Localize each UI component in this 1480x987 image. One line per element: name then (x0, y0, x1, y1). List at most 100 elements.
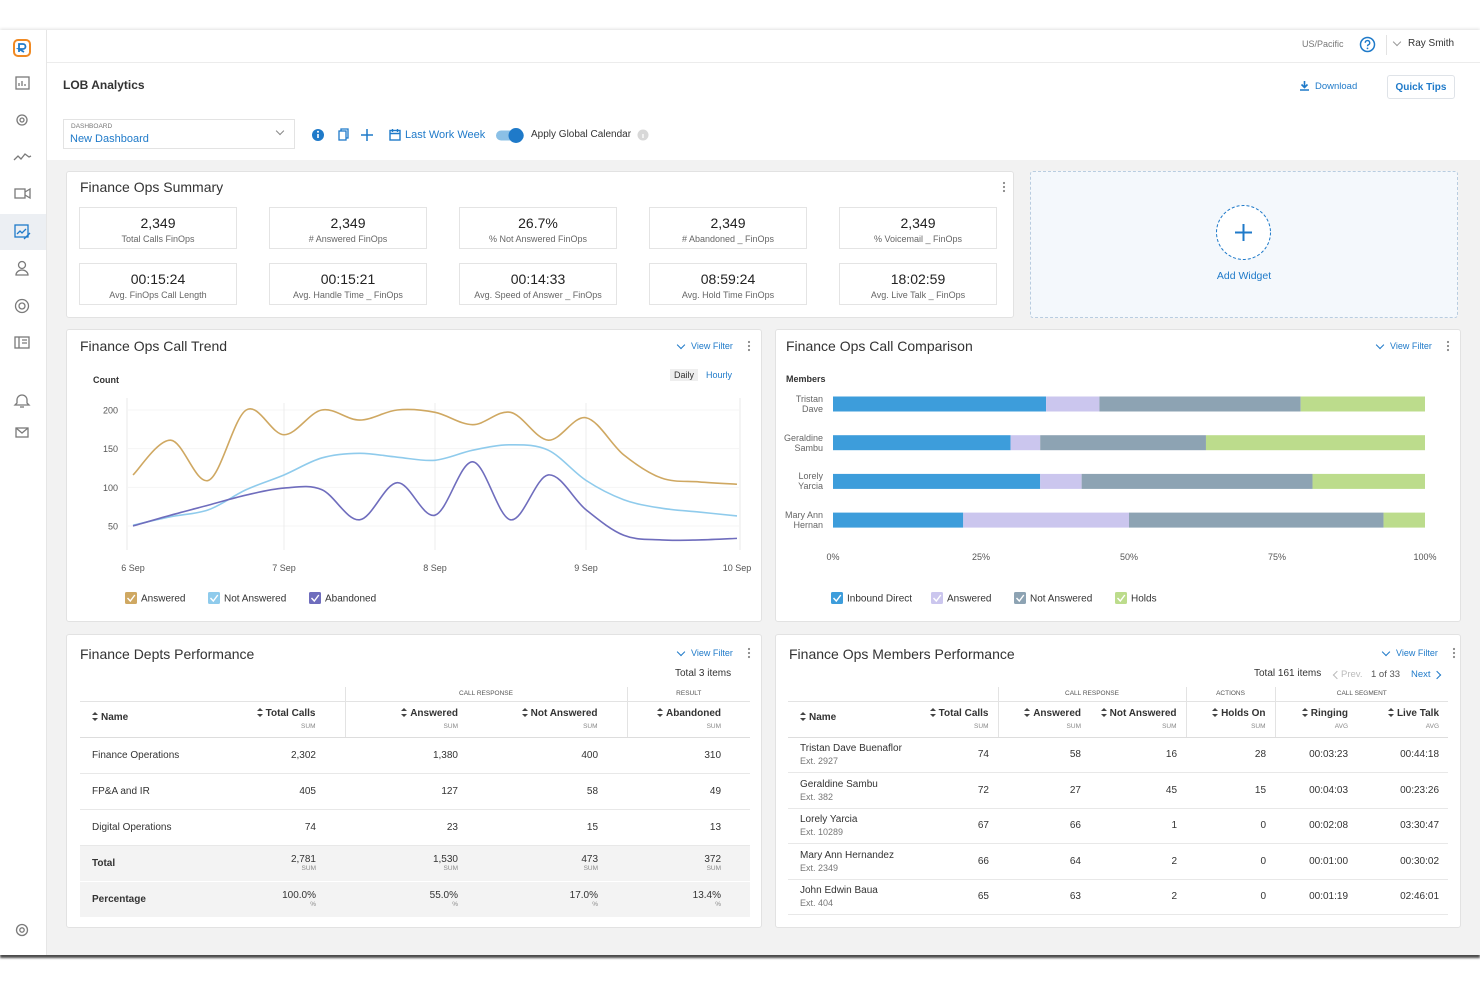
legend-swatch (125, 592, 137, 604)
kpi-value: 2,349 (900, 215, 936, 231)
more-menu[interactable] (1002, 181, 1006, 193)
series-line (132, 443, 738, 527)
cell: 00:01:00 (1275, 843, 1358, 880)
dot (1452, 655, 1456, 659)
column-header[interactable]: Abandoned SUM (626, 701, 751, 738)
column-group: ACTIONS (1185, 687, 1276, 702)
dashboard-select[interactable] (63, 119, 295, 149)
column-name: Not Answered (530, 708, 598, 719)
column-header[interactable]: Ringing AVG (1274, 701, 1358, 738)
calendar-icon[interactable] (389, 128, 401, 141)
nav-reports[interactable] (14, 336, 30, 349)
download-icon[interactable] (1299, 80, 1310, 92)
kpi-card: 2,349 # Abandoned _ FinOps (649, 207, 807, 249)
global-calendar-toggle[interactable] (495, 127, 527, 144)
row-ext: Ext. 404 (800, 898, 834, 909)
download-button[interactable]: Download (1315, 81, 1358, 92)
more-menu[interactable] (1446, 340, 1450, 352)
view-filter[interactable]: View Filter (1390, 341, 1432, 351)
granularity-option[interactable]: Daily (670, 369, 699, 381)
help-icon[interactable] (1359, 36, 1376, 53)
column-header[interactable]: Live Talk AVG (1357, 701, 1449, 738)
add-widget-icon[interactable] (1215, 204, 1272, 261)
summary-cell: 372 SUM (627, 845, 751, 882)
column-header[interactable]: Not Answered SUM (1090, 701, 1187, 738)
y-tick-label: 200 (103, 406, 118, 416)
column-header[interactable]: Name (788, 701, 905, 738)
nav-analytics[interactable] (15, 76, 30, 90)
cell: 0 (1186, 879, 1276, 915)
column-header[interactable]: Name (80, 701, 250, 738)
copy-button[interactable] (338, 128, 349, 141)
row-name: Lorely Yarcia (800, 814, 858, 826)
global-calendar-info[interactable] (637, 129, 649, 141)
nav-trends[interactable] (13, 153, 32, 161)
nav-dashboards[interactable] (14, 224, 31, 240)
legend-check (310, 594, 320, 603)
kpi-card: 00:15:21 Avg. Handle Time _ FinOps (269, 263, 427, 305)
add-widget-label[interactable]: Add Widget (1216, 270, 1272, 282)
nav-support[interactable] (14, 298, 30, 314)
date-range[interactable]: Last Work Week (405, 129, 486, 141)
summary-unit: % (592, 901, 599, 908)
column-agg: AVG (1425, 723, 1440, 730)
nav-settings[interactable] (16, 114, 28, 126)
column-header[interactable]: Not Answered SUM (487, 701, 628, 738)
summary-unit: % (715, 901, 722, 908)
nav-video[interactable] (14, 187, 31, 200)
summary-unit: % (452, 901, 458, 908)
summary-name: Percentage (80, 881, 250, 918)
kpi-card: 2,349 Total Calls FinOps (79, 207, 237, 249)
kpi-value: 26.7% (518, 215, 558, 231)
sort-icon (1212, 708, 1219, 717)
nav-alerts[interactable] (13, 394, 31, 408)
column-group: RESULT (626, 687, 751, 702)
name-cell: Geraldine Sambu Ext. 382 (788, 772, 905, 809)
column-agg: SUM (974, 723, 989, 730)
name-cell: Tristan Dave Buenaflor Ext. 2927 (788, 737, 905, 773)
add-button[interactable] (361, 129, 373, 141)
y-axis-label: Count (93, 375, 119, 385)
more-menu[interactable] (1452, 647, 1456, 659)
nav-users[interactable] (15, 260, 29, 276)
series-line (132, 408, 738, 486)
row-name: Tristan Dave Buenaflor (800, 743, 902, 755)
cell: 58 (487, 773, 628, 810)
next-button[interactable]: Next (1411, 669, 1431, 680)
view-filter[interactable]: View Filter (691, 341, 733, 351)
kpi-label: # Abandoned _ FinOps (681, 234, 775, 244)
info-button[interactable] (312, 129, 324, 141)
prev-button[interactable]: Prev. (1341, 669, 1363, 680)
cell: 66 (998, 808, 1090, 844)
timezone[interactable]: US/Pacific (1302, 39, 1344, 49)
kpi-label: # Answered FinOps (308, 234, 388, 244)
legend-check (1116, 594, 1126, 603)
more-menu[interactable] (747, 340, 751, 352)
dashboard-value[interactable]: New Dashboard (70, 133, 149, 145)
user-name[interactable]: Ray Smith (1408, 38, 1455, 49)
view-filter[interactable]: View Filter (691, 648, 733, 658)
nav-mail[interactable] (15, 427, 29, 438)
sidebar (0, 30, 47, 955)
member-label: Geraldine Sambu (783, 432, 823, 453)
summary-unit: SUM (301, 865, 316, 872)
summary-value: 473 (581, 854, 599, 865)
table-row: John Edwin Baua Ext. 404 65 63 2 0 00:01:19 02:… (788, 879, 1449, 915)
summary-unit: % (310, 901, 316, 908)
more-menu[interactable] (747, 647, 751, 659)
column-header[interactable]: Total Calls SUM (250, 701, 345, 738)
logo[interactable] (13, 39, 31, 57)
nav-preferences[interactable] (15, 923, 29, 937)
column-header[interactable]: Total Calls SUM (905, 701, 998, 738)
kpi-card: 08:59:24 Avg. Hold Time FinOps (649, 263, 807, 305)
column-header[interactable]: Answered SUM (997, 701, 1090, 738)
column-group: CALL SEGMENT (1274, 687, 1449, 702)
column-header[interactable]: Answered SUM (344, 701, 487, 738)
view-filter[interactable]: View Filter (1396, 648, 1438, 658)
kpi-value: 00:15:21 (320, 271, 376, 287)
column-name: Ringing (1310, 708, 1349, 719)
column-header[interactable]: Holds On SUM (1185, 701, 1276, 738)
member-label: Lorely Yarcia (798, 471, 823, 492)
quick-tips-button[interactable]: Quick Tips (1387, 75, 1455, 99)
granularity-option[interactable]: Hourly (706, 370, 733, 380)
